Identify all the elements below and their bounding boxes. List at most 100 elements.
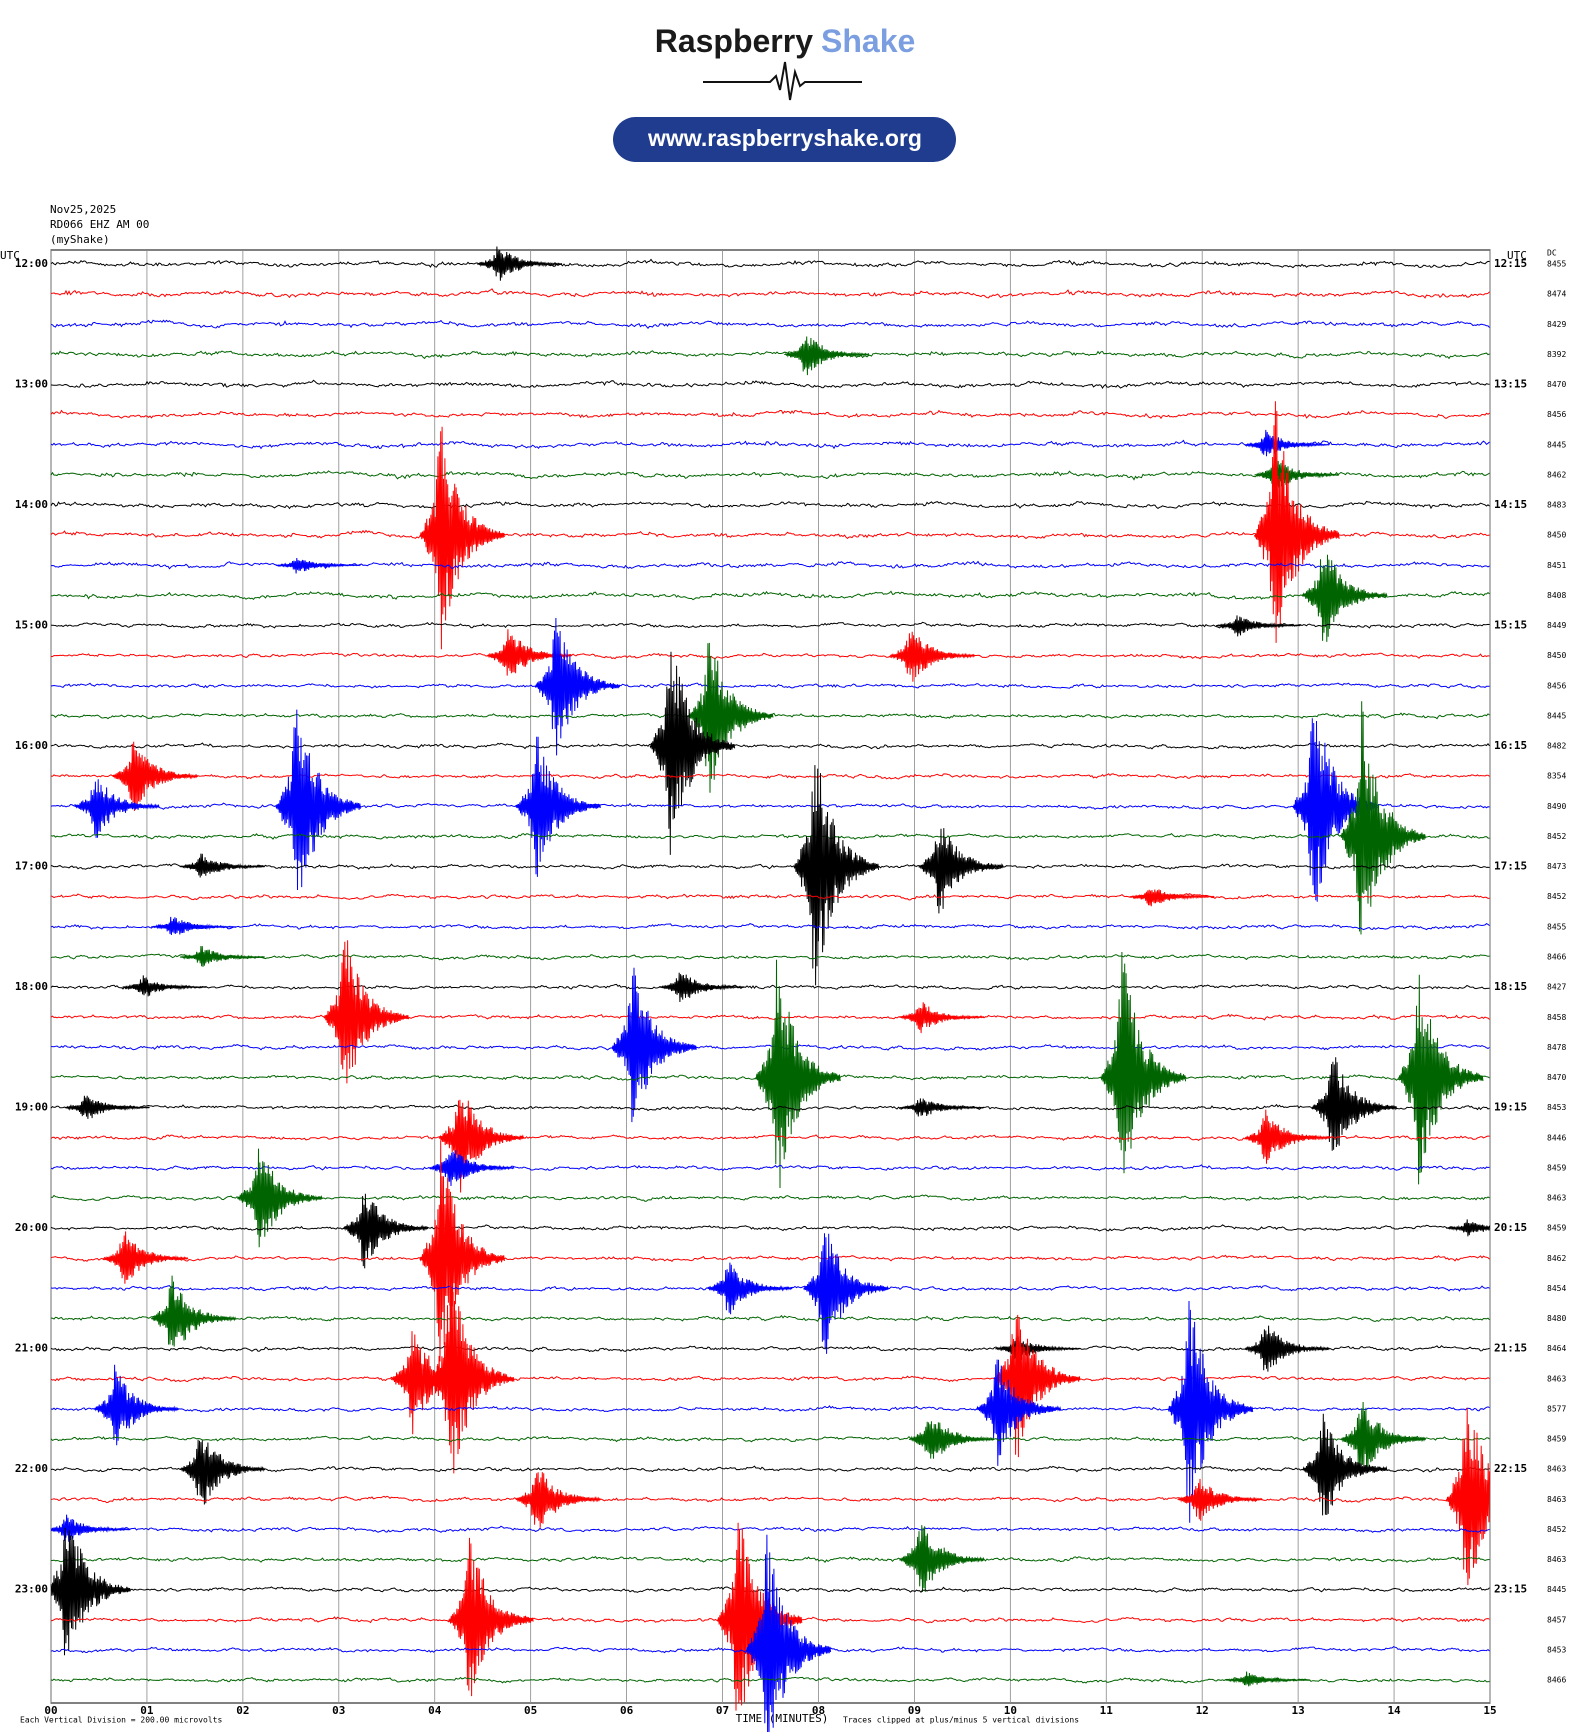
trace-noise bbox=[50, 590, 1490, 601]
trace-noise bbox=[50, 893, 1490, 901]
seismic-event bbox=[64, 1095, 150, 1119]
brand-accent: Shake bbox=[821, 23, 915, 59]
dc-value: 8450 bbox=[1547, 531, 1566, 540]
hour-label-left: 21:00 bbox=[15, 1342, 48, 1355]
trace-noise bbox=[50, 1555, 1490, 1563]
dc-value: 8463 bbox=[1547, 1465, 1566, 1474]
dc-value: 8456 bbox=[1547, 410, 1566, 419]
seismic-event bbox=[755, 959, 841, 1189]
trace-noise bbox=[50, 922, 1490, 931]
trace-noise bbox=[50, 682, 1490, 689]
trace-noise bbox=[50, 742, 1490, 750]
trace-noise bbox=[51, 1044, 1490, 1051]
hour-label-right: 18:15 bbox=[1494, 980, 1527, 993]
dc-value: 8483 bbox=[1547, 501, 1566, 510]
seismic-event bbox=[515, 1472, 601, 1528]
dc-value: 8466 bbox=[1547, 1676, 1566, 1685]
seismic-event bbox=[908, 1421, 995, 1459]
hour-label-right: 20:15 bbox=[1494, 1221, 1527, 1234]
seismic-event bbox=[1244, 429, 1330, 457]
hour-label-right: 13:15 bbox=[1494, 378, 1527, 391]
seismic-event bbox=[1167, 1300, 1254, 1523]
seismic-event bbox=[179, 1439, 266, 1505]
seismic-event bbox=[342, 1193, 429, 1269]
dc-value: 8464 bbox=[1547, 1344, 1566, 1353]
station: RD066 EHZ AM 00 bbox=[50, 218, 149, 231]
trace-noise bbox=[50, 470, 1490, 481]
seismic-event bbox=[745, 1534, 832, 1732]
seismic-event bbox=[1445, 1407, 1491, 1586]
dc-value: 8427 bbox=[1547, 983, 1566, 992]
dc-value: 8480 bbox=[1547, 1314, 1566, 1323]
brand: Raspberry bbox=[655, 23, 814, 59]
dc-value: 8474 bbox=[1547, 290, 1566, 299]
dc-value: 8445 bbox=[1547, 1585, 1566, 1594]
hour-label-left: 17:00 bbox=[15, 860, 48, 873]
trace-noise bbox=[50, 319, 1490, 329]
hour-label-left: 22:00 bbox=[15, 1462, 48, 1475]
x-tick-label: 09 bbox=[908, 1704, 921, 1717]
dc-value: 8453 bbox=[1547, 1645, 1566, 1654]
x-tick-label: 02 bbox=[236, 1704, 249, 1717]
trace-noise bbox=[50, 773, 1490, 780]
x-tick-label: 01 bbox=[140, 1704, 154, 1717]
trace-noise bbox=[50, 1375, 1490, 1383]
seismic-event bbox=[419, 426, 505, 650]
seismic-event bbox=[716, 1522, 803, 1711]
seismic-event bbox=[899, 1002, 985, 1034]
hour-label-right: 15:15 bbox=[1494, 619, 1527, 632]
dc-value: 8478 bbox=[1547, 1043, 1566, 1052]
dc-value: 8466 bbox=[1547, 952, 1566, 961]
dc-value: 8452 bbox=[1547, 1525, 1566, 1534]
x-tick-label: 04 bbox=[428, 1704, 442, 1717]
hour-label-left: 19:00 bbox=[15, 1101, 48, 1114]
seismic-event bbox=[918, 828, 1004, 914]
hour-label-right: 16:15 bbox=[1494, 739, 1527, 752]
trace-noise bbox=[50, 1495, 1490, 1504]
seismic-event bbox=[1100, 951, 1187, 1174]
hour-label-right: 23:15 bbox=[1494, 1583, 1527, 1596]
seismic-event bbox=[419, 1140, 505, 1362]
url-pill[interactable] bbox=[613, 117, 956, 162]
dc-value: 8446 bbox=[1547, 1133, 1566, 1142]
trace-noise bbox=[50, 529, 1490, 540]
seismic-event bbox=[1340, 1401, 1426, 1473]
dc-value: 8429 bbox=[1547, 320, 1566, 329]
trace-noise bbox=[50, 832, 1490, 840]
seismic-event bbox=[323, 940, 409, 1084]
dc-value: 8577 bbox=[1547, 1404, 1566, 1413]
trace-noise bbox=[50, 379, 1490, 389]
trace-noise bbox=[50, 1013, 1490, 1021]
trace-noise bbox=[50, 1254, 1490, 1262]
dc-value: 8490 bbox=[1547, 802, 1566, 811]
url[interactable]: www.raspberryshake.org bbox=[647, 125, 922, 151]
seismic-event bbox=[1446, 1219, 1491, 1237]
x-tick-label: 14 bbox=[1387, 1704, 1401, 1717]
dc-value: 8450 bbox=[1547, 651, 1566, 660]
hour-label-right: 12:15 bbox=[1494, 257, 1527, 270]
dc-value: 8473 bbox=[1547, 862, 1566, 871]
logo-wave bbox=[703, 61, 862, 101]
seismic-event bbox=[50, 1514, 131, 1542]
seismic-event bbox=[93, 1364, 179, 1446]
logo: Raspberry Shake bbox=[655, 23, 916, 59]
trace-noise bbox=[50, 863, 1490, 870]
dc-value: 8459 bbox=[1547, 1163, 1566, 1172]
dc-value: 8457 bbox=[1547, 1615, 1566, 1624]
trace-noise bbox=[50, 1314, 1490, 1322]
seismic-event bbox=[1253, 401, 1340, 643]
x-tick-label: 13 bbox=[1292, 1704, 1305, 1717]
dc-value: 8456 bbox=[1547, 681, 1566, 690]
seismic-event bbox=[1340, 701, 1426, 935]
x-tick-label: 10 bbox=[1004, 1704, 1017, 1717]
seismic-event bbox=[1215, 615, 1301, 637]
trace-noise bbox=[50, 712, 1490, 720]
x-tick-label: 11 bbox=[1100, 1704, 1114, 1717]
trace-noise bbox=[50, 802, 1490, 810]
dc-value: 8463 bbox=[1547, 1374, 1566, 1383]
dc-value: 8452 bbox=[1547, 832, 1566, 841]
dc-value: 8445 bbox=[1547, 440, 1566, 449]
dc-value: 8354 bbox=[1547, 772, 1566, 781]
seismic-event bbox=[889, 631, 975, 682]
seismic-event bbox=[995, 1336, 1081, 1362]
